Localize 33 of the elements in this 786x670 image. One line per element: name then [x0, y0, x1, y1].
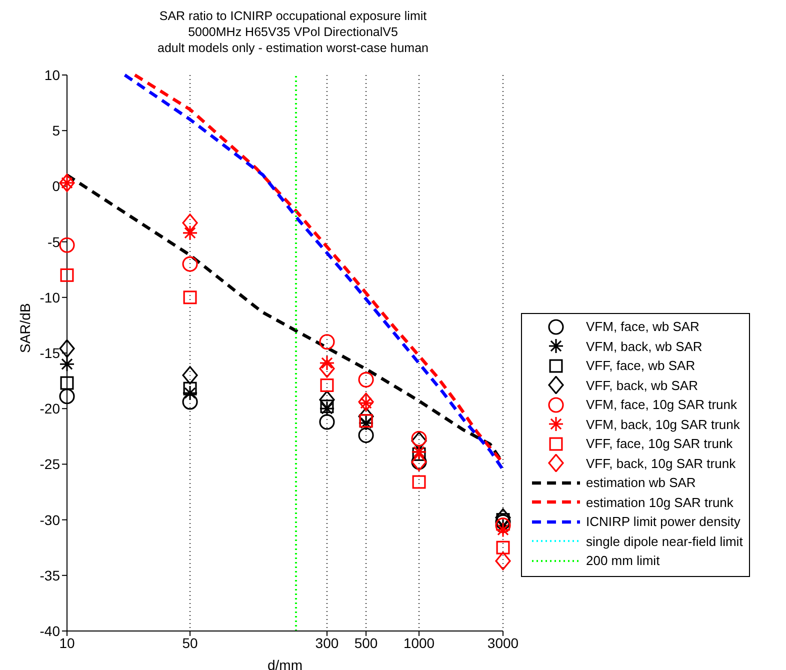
- y-tick-label: 0: [52, 178, 60, 194]
- y-tick-label: -5: [48, 234, 60, 250]
- y-tick-label: -30: [40, 512, 60, 528]
- legend-label: estimation 10g SAR trunk: [586, 494, 734, 510]
- legend-label: ICNIRP limit power density: [586, 514, 740, 530]
- legend-label: VFF, face, wb SAR: [586, 358, 696, 374]
- legend-label: VFM, back, wb SAR: [586, 338, 702, 354]
- chart-title: SAR ratio to ICNIRP occupational exposure limit: [158, 8, 428, 24]
- y-axis-title: SAR/dB: [16, 303, 33, 353]
- legend-label: VFM, face, 10g SAR trunk: [586, 397, 738, 412]
- legend-label: VFM, face, wb SAR: [586, 319, 700, 334]
- legend-label: VFM, back, 10g SAR trunk: [586, 416, 740, 432]
- legend-label: VFF, back, wb SAR: [586, 378, 698, 393]
- legend-label: single dipole near-field limit: [586, 534, 743, 549]
- y-tick-label: 10: [44, 66, 60, 83]
- y-tick-label: -20: [40, 400, 60, 417]
- legend-label: estimation wb SAR: [586, 475, 696, 490]
- x-tick-label: 500: [354, 634, 378, 651]
- legend-label: VFF, face, 10g SAR trunk: [586, 436, 733, 452]
- legend-label: VFF, back, 10g SAR trunk: [586, 456, 736, 471]
- y-tick-label: -35: [40, 567, 60, 584]
- x-tick-label: 300: [315, 634, 339, 651]
- y-tick-label: -10: [40, 289, 60, 306]
- legend-label: 200 mm limit: [586, 553, 660, 568]
- x-axis-title: d/mm: [268, 657, 302, 670]
- x-tick-label: 1000: [403, 634, 435, 651]
- y-tick-label: -40: [40, 622, 60, 639]
- chart-subtitle: 5000MHz H65V35 VPol DirectionalV5 adult models only - estimation worst-case human: [156, 24, 430, 56]
- y-tick-label: 5: [52, 122, 60, 139]
- y-tick-label: -15: [40, 344, 60, 361]
- x-tick-label: 50: [182, 634, 198, 651]
- y-tick-label: -25: [40, 456, 60, 472]
- x-tick-label: 3000: [487, 634, 519, 651]
